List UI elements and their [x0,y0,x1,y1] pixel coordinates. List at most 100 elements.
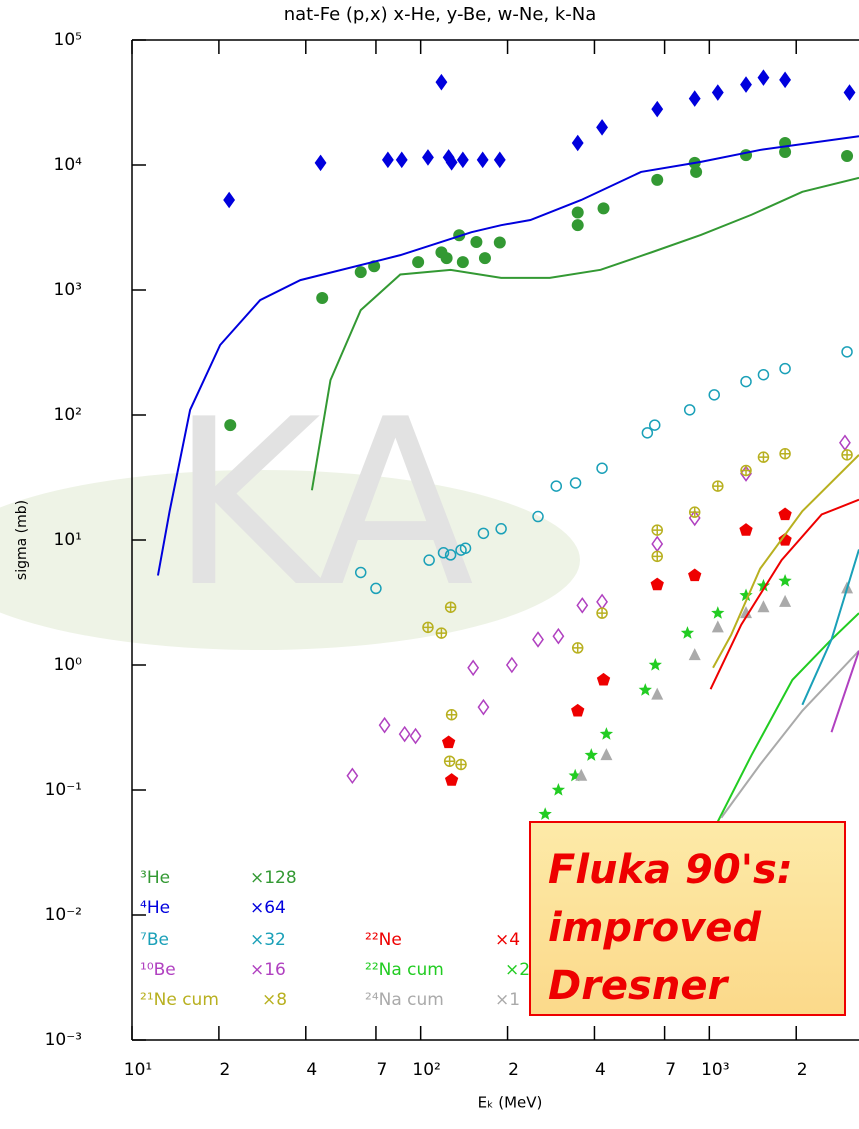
model-curve [310,176,859,491]
data-point [354,266,367,279]
data-point [477,527,490,540]
data-point [597,202,610,215]
data-point [779,71,792,89]
data-point [476,151,489,169]
data-point [575,768,588,781]
data-point [638,683,652,696]
x-tick-label: 4 [306,1060,317,1080]
data-point [839,434,851,452]
data-point [569,477,582,489]
data-point [551,783,566,796]
data-point [398,725,411,743]
data-point [571,206,584,219]
data-point [395,151,408,169]
data-point [370,582,382,595]
data-point [779,448,791,460]
data-point [683,404,696,416]
data-point [435,627,448,639]
data-point [314,154,327,172]
watermark-band [0,470,580,650]
data-point [841,346,853,358]
data-point [778,573,792,587]
data-point [532,510,544,523]
data-point [756,578,771,592]
data-point [651,100,664,118]
data-point [495,523,507,535]
data-point [584,748,598,761]
annotation-text: improved [548,905,761,951]
data-point [648,419,661,431]
data-point [412,256,425,269]
data-point [708,389,720,401]
y-axis-label: sigma (mb) [14,500,30,580]
plot-area [156,69,859,832]
data-point [378,716,391,734]
y-tick-label: 10⁻¹ [45,780,82,800]
data-point [596,119,608,136]
x-tick-label: 2 [508,1060,519,1080]
data-point [740,465,752,482]
legend-factor: ×8 [262,990,287,1010]
data-point [779,146,792,159]
data-point [739,523,753,536]
data-point [423,554,435,566]
x-tick-label: 7 [665,1060,676,1080]
legend-label: ⁷Be [140,930,169,950]
data-point [477,698,490,716]
data-point [740,149,753,162]
data-point [223,191,236,209]
data-point [651,550,663,563]
y-tick-label: 10⁴ [54,155,83,175]
y-tick-label: 10⁻³ [45,1030,82,1050]
data-point [600,748,613,761]
data-point [493,151,506,169]
data-point [596,462,608,474]
data-point [757,368,770,381]
data-point [740,76,752,93]
model-curve [712,612,859,832]
data-point [443,755,456,767]
data-point [459,542,472,554]
data-point [576,597,589,614]
data-point [841,150,854,163]
legend-factor: ×32 [250,930,286,950]
data-point [650,577,664,591]
model-curve [720,650,859,819]
watermark: KA [170,371,474,638]
data-point [688,506,701,518]
data-point [437,547,450,559]
data-point [690,165,703,178]
data-point [778,507,792,521]
data-point [505,656,518,674]
data-point [316,291,329,304]
data-point [456,151,469,169]
legend-factor: ×64 [250,898,286,918]
x-tick-label: 2 [219,1060,230,1080]
data-point [493,236,506,249]
annotation-box [529,821,846,1016]
data-point [444,601,457,613]
legend-factor: ×16 [250,960,286,980]
legend-factor: ×4 [495,930,520,950]
data-point [757,451,770,463]
data-point [757,600,770,613]
model-curve [830,650,859,733]
data-point [688,90,701,107]
annotation-text: Dresner [548,963,729,1009]
model-curve [709,498,859,690]
legend-label: ⁴He [140,898,170,918]
data-point [568,768,582,782]
y-tick-label: 10² [54,405,82,425]
data-point [441,735,456,749]
data-point [422,149,434,166]
legend-label: ²⁴Na cum [365,990,444,1010]
legend-factor: ×1 [495,990,520,1010]
x-tick-label: 4 [595,1060,606,1080]
legend-label: ²²Na cum [365,960,444,980]
data-point [596,672,611,686]
data-point [778,533,792,546]
data-point [688,648,701,661]
model-curve [712,454,859,669]
y-tick-label: 10¹ [54,530,82,550]
